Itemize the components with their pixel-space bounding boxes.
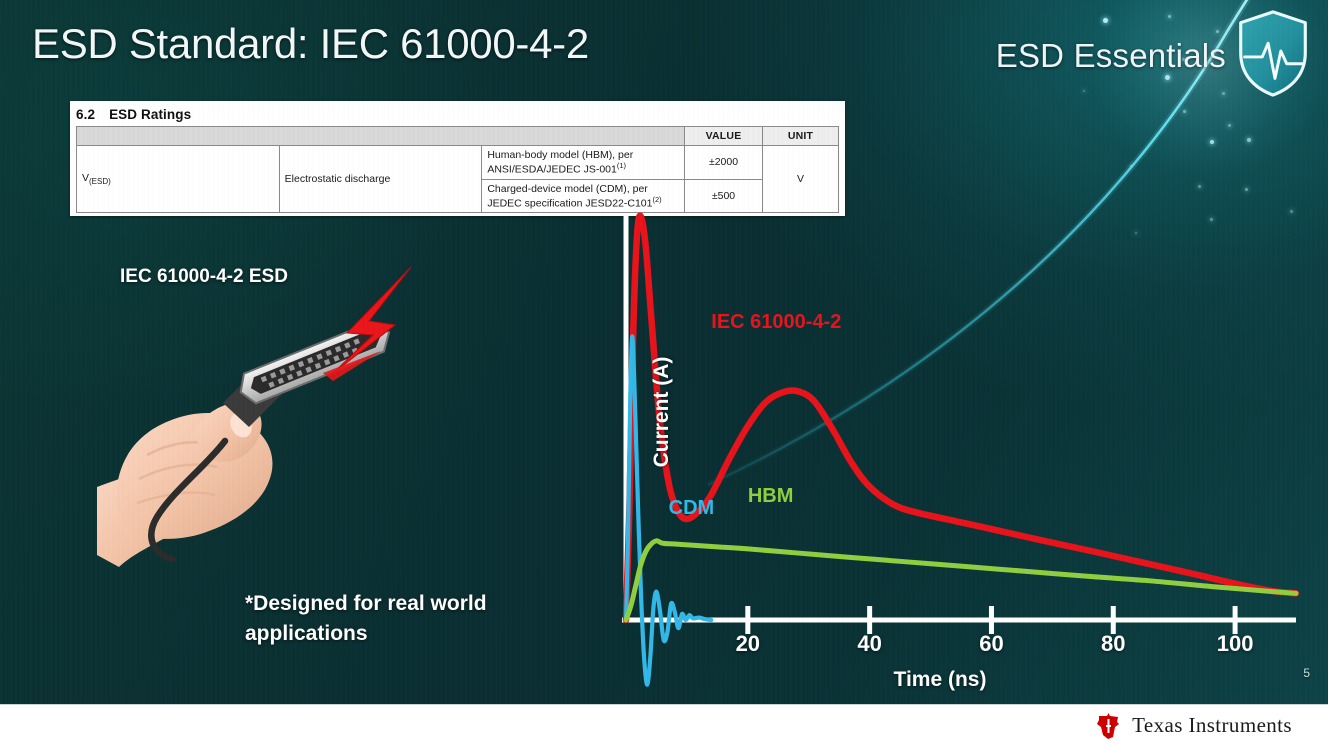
slide-footer: Texas Instruments xyxy=(0,704,1328,746)
particle-dot xyxy=(1182,58,1185,61)
ti-wordmark: Texas Instruments xyxy=(1132,713,1292,738)
esd-waveform-chart: Current (A) Time (ns) 20 40 60 80 100 IEC 61… xyxy=(570,200,1310,700)
table-row: V(ESD) Electrostatic discharge Human-bod… xyxy=(76,145,839,213)
table-header-row: VALUE UNIT xyxy=(76,126,839,146)
particle-dot xyxy=(1103,18,1108,23)
ti-texas-mark-icon xyxy=(1097,712,1120,739)
symbol-base: V xyxy=(82,171,90,184)
particle-dot xyxy=(1290,210,1293,213)
esd-ratings-table-card: 6.2 ESD Ratings VALUE UNIT V(ESD) Electro… xyxy=(70,101,845,216)
page-number: 5 xyxy=(1303,666,1310,680)
particle-dot xyxy=(1210,140,1214,144)
table-section-title: ESD Ratings xyxy=(109,107,192,122)
chart-line-iec-61000-4-2 xyxy=(622,212,1300,624)
brand-lockup: ESD Essentials xyxy=(995,10,1312,98)
symbol-subscript: (ESD) xyxy=(89,177,111,187)
chart-x-tick-label: 100 xyxy=(1216,631,1254,656)
particle-dot xyxy=(1210,218,1213,221)
particle-dot xyxy=(1245,188,1248,191)
chart-series-group xyxy=(622,212,1300,687)
chart-x-tick-label: 60 xyxy=(979,631,1004,656)
particle-dot xyxy=(1168,15,1171,18)
chart-series-label: CDM xyxy=(668,496,715,519)
hand-holding-cable-illustration xyxy=(97,266,412,567)
particle-dot xyxy=(1222,92,1225,95)
table-cell-value: ±500 xyxy=(684,178,763,213)
description-text: Human-body model (HBM), per ANSI/ESDA/JE… xyxy=(487,149,634,176)
particle-dot xyxy=(1228,124,1231,127)
design-note: *Designed for real world applications xyxy=(245,592,487,646)
iec-esd-label: IEC 61000-4-2 ESD xyxy=(120,266,288,287)
chart-line-cdm xyxy=(623,334,714,687)
table-cell-unit: V xyxy=(762,145,839,213)
chart-x-tick-label: 80 xyxy=(1101,631,1126,656)
particle-dot xyxy=(1216,30,1219,33)
chart-series-label: HBM xyxy=(747,484,794,507)
particle-dot xyxy=(1083,90,1085,92)
footnote-marker: (2) xyxy=(652,194,662,204)
table-section-number: 6.2 xyxy=(76,107,96,122)
chart-x-axis-label: Time (ns) xyxy=(893,668,987,691)
description-text: Charged-device model (CDM), per JEDEC sp… xyxy=(487,182,653,210)
particle-dot xyxy=(1183,110,1186,113)
ti-word-texas: Texas xyxy=(1132,713,1183,737)
footnote-marker: (1) xyxy=(616,161,627,170)
chart-x-tick-label: 20 xyxy=(735,631,761,656)
brand-title: ESD Essentials xyxy=(995,37,1226,74)
chart-series-label: IEC 61000-4-2 xyxy=(711,311,842,334)
cable-wire xyxy=(148,437,229,563)
particle-dot xyxy=(1130,165,1132,167)
table-cell-value: ±2000 xyxy=(684,145,763,180)
chart-y-axis-label: Current (A) xyxy=(650,356,673,468)
ti-word-instruments: Instruments xyxy=(1188,713,1292,737)
texas-instruments-logo-icon: Texas Instruments xyxy=(1093,711,1292,741)
particle-dot xyxy=(1165,75,1170,80)
chart-line-hbm xyxy=(623,538,1299,623)
table-section-heading: 6.2 ESD Ratings xyxy=(70,105,845,126)
table-row: Charged-device model (CDM), per JEDEC sp… xyxy=(77,178,839,213)
table-header-unit: UNIT xyxy=(762,126,839,146)
table-cell-symbol: V(ESD) xyxy=(76,145,280,213)
chart-x-tick-label: 40 xyxy=(857,631,882,656)
particle-dot xyxy=(1247,138,1251,142)
chart-x-ticks xyxy=(745,606,1238,634)
table-cell-description: Charged-device model (CDM), per JEDEC sp… xyxy=(481,178,685,213)
table-cell-parameter: Electrostatic discharge xyxy=(278,145,483,213)
page-title: ESD Standard: IEC 61000-4-2 xyxy=(32,20,589,67)
table-header-blank xyxy=(76,126,685,146)
table-header-value: VALUE xyxy=(684,126,763,146)
particle-dot xyxy=(1135,232,1137,234)
slide-canvas: ESD Standard: IEC 61000-4-2 ESD Essentia… xyxy=(0,0,1328,704)
table-cell-description: Human-body model (HBM), per ANSI/ESDA/JE… xyxy=(481,145,685,180)
chart-plot-area xyxy=(622,212,1300,687)
shield-heartbeat-icon xyxy=(1239,10,1307,97)
esd-ratings-table: VALUE UNIT V(ESD) Electrostatic discharg… xyxy=(76,126,839,213)
particle-dot xyxy=(1198,185,1201,188)
hdmi-connector-icon xyxy=(239,320,391,405)
